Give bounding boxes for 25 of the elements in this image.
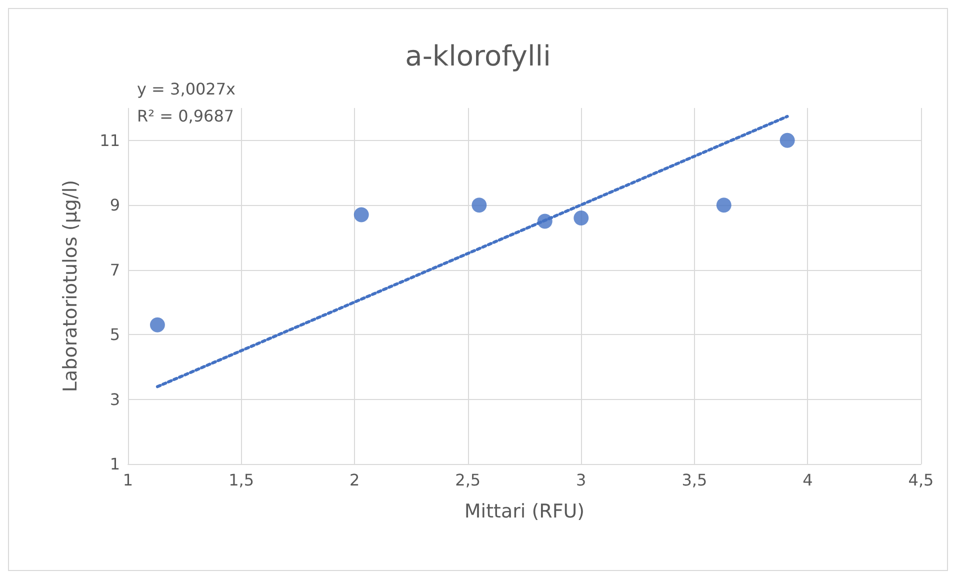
annotation: R² = 0,9687 [137,106,234,126]
point [150,317,165,332]
text: y = 3,0027x [137,80,236,98]
x-tick-label: 2,5 [455,470,481,490]
point [716,198,732,213]
y-tick-label: 3 [110,390,120,409]
y-tick-label: 1 [110,454,120,474]
point [780,132,795,148]
chart-title: a-klorofylli [405,40,551,72]
x-tick-label: 1,5 [228,470,254,490]
x-tick-label: 3 [576,470,586,490]
x-tick-label: 1 [122,470,134,490]
x-tick-label: 2 [349,470,360,490]
point [354,207,369,222]
y-tick-label: 9 [110,196,120,215]
x-axis-title: Mittari (RFU) [464,500,585,522]
y-tick-label: 7 [110,260,120,280]
y-tick-label: 11 [100,130,120,150]
y-tick-label: 5 [110,325,120,344]
x-tick-label: 3,5 [682,470,708,490]
y-axis-title: Laboratoriotulos (µg/l) [60,180,82,392]
x-tick-label: 4,5 [908,470,934,490]
x-tick-label: 4 [802,470,813,490]
point [574,210,589,226]
point [472,198,487,213]
